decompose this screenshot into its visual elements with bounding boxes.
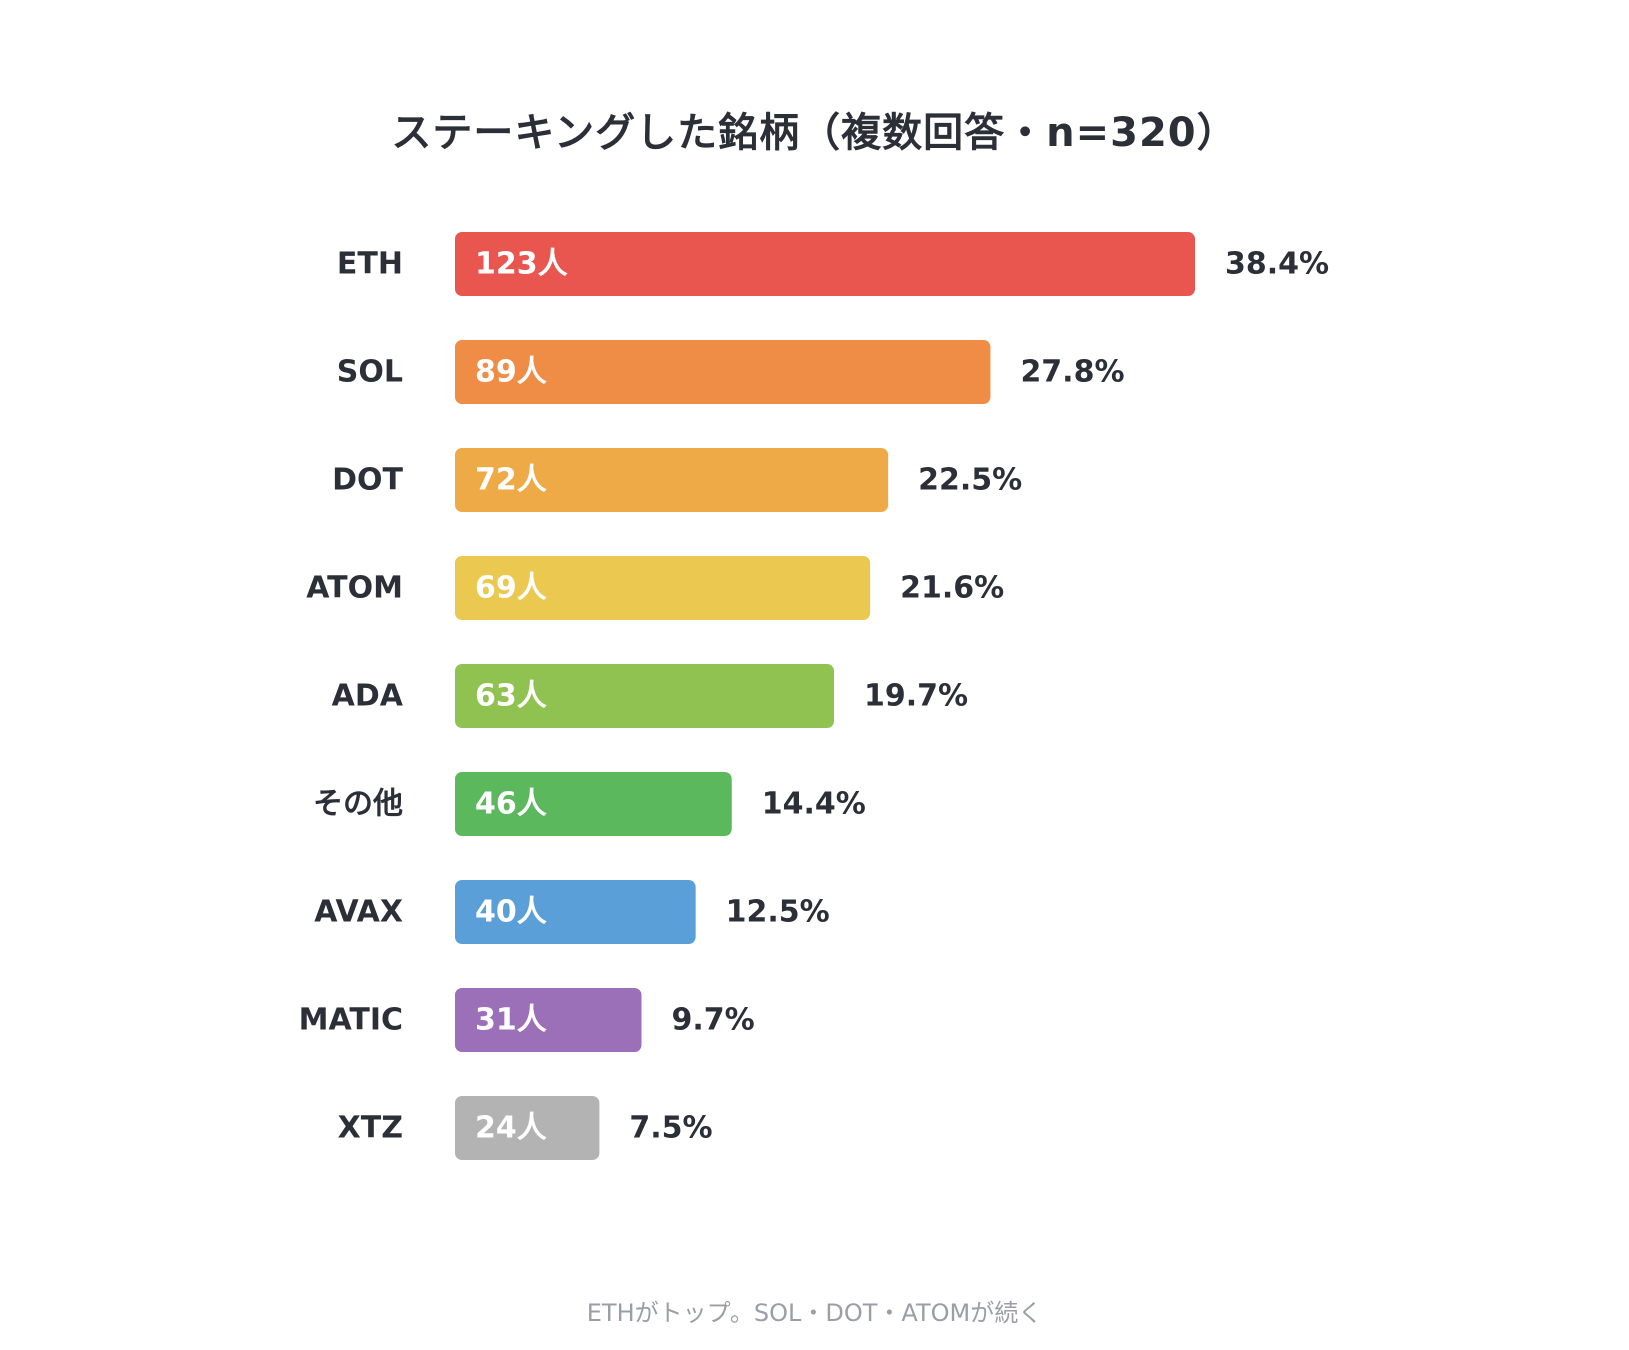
bar [455,664,835,728]
bar-count-label: 123人 [475,247,568,282]
bar-row: DOT 72人 22.5% [332,448,1022,512]
bar-count-label: 63人 [475,679,547,714]
bar-count-label: 31人 [475,1003,547,1038]
category-label: AVAX [314,895,403,930]
bar-percent-label: 19.7% [864,679,968,714]
bar-percent-label: 7.5% [629,1111,712,1146]
bar [455,232,1195,296]
bar-count-label: 89人 [475,355,547,390]
bar-row: AVAX 40人 12.5% [314,880,830,944]
category-label: その他 [313,787,403,822]
bar-row: ATOM 69人 21.6% [306,556,1004,620]
bar-percent-label: 38.4% [1225,247,1329,282]
bar-percent-label: 12.5% [726,895,830,930]
category-label: DOT [332,463,403,498]
bar [455,556,871,620]
bar-count-label: 40人 [475,895,547,930]
bar-percent-label: 27.8% [1020,355,1124,390]
bar-count-label: 69人 [475,571,547,606]
bar [455,1096,600,1160]
bar-row: ADA 63人 19.7% [332,664,968,728]
bar-row: MATIC 31人 9.7% [299,988,755,1052]
bar-percent-label: 21.6% [900,571,1004,606]
category-label: ETH [337,247,403,282]
bar-row: XTZ 24人 7.5% [338,1096,713,1160]
category-label: ATOM [306,571,403,606]
bar-row: ETH 123人 38.4% [337,232,1329,296]
category-label: XTZ [338,1111,403,1146]
bar [455,340,991,404]
bar [455,448,889,512]
chart-title: ステーキングした銘柄（複数回答・n=320） [391,110,1238,156]
bar-count-label: 46人 [475,787,547,822]
bar-percent-label: 9.7% [672,1003,755,1038]
category-label: ADA [332,679,404,714]
bar-percent-label: 14.4% [762,787,866,822]
bar [455,880,696,944]
bar [455,988,642,1052]
bar-row: その他 46人 14.4% [313,772,866,836]
bar-count-label: 72人 [475,463,547,498]
bar [455,772,732,836]
bar-row: SOL 89人 27.8% [337,340,1125,404]
bar-percent-label: 22.5% [918,463,1022,498]
category-label: SOL [337,355,403,390]
bar-count-label: 24人 [475,1111,547,1146]
category-label: MATIC [299,1003,403,1038]
chart-caption: ETHがトップ。SOL・DOT・ATOMが続く [586,1299,1043,1327]
